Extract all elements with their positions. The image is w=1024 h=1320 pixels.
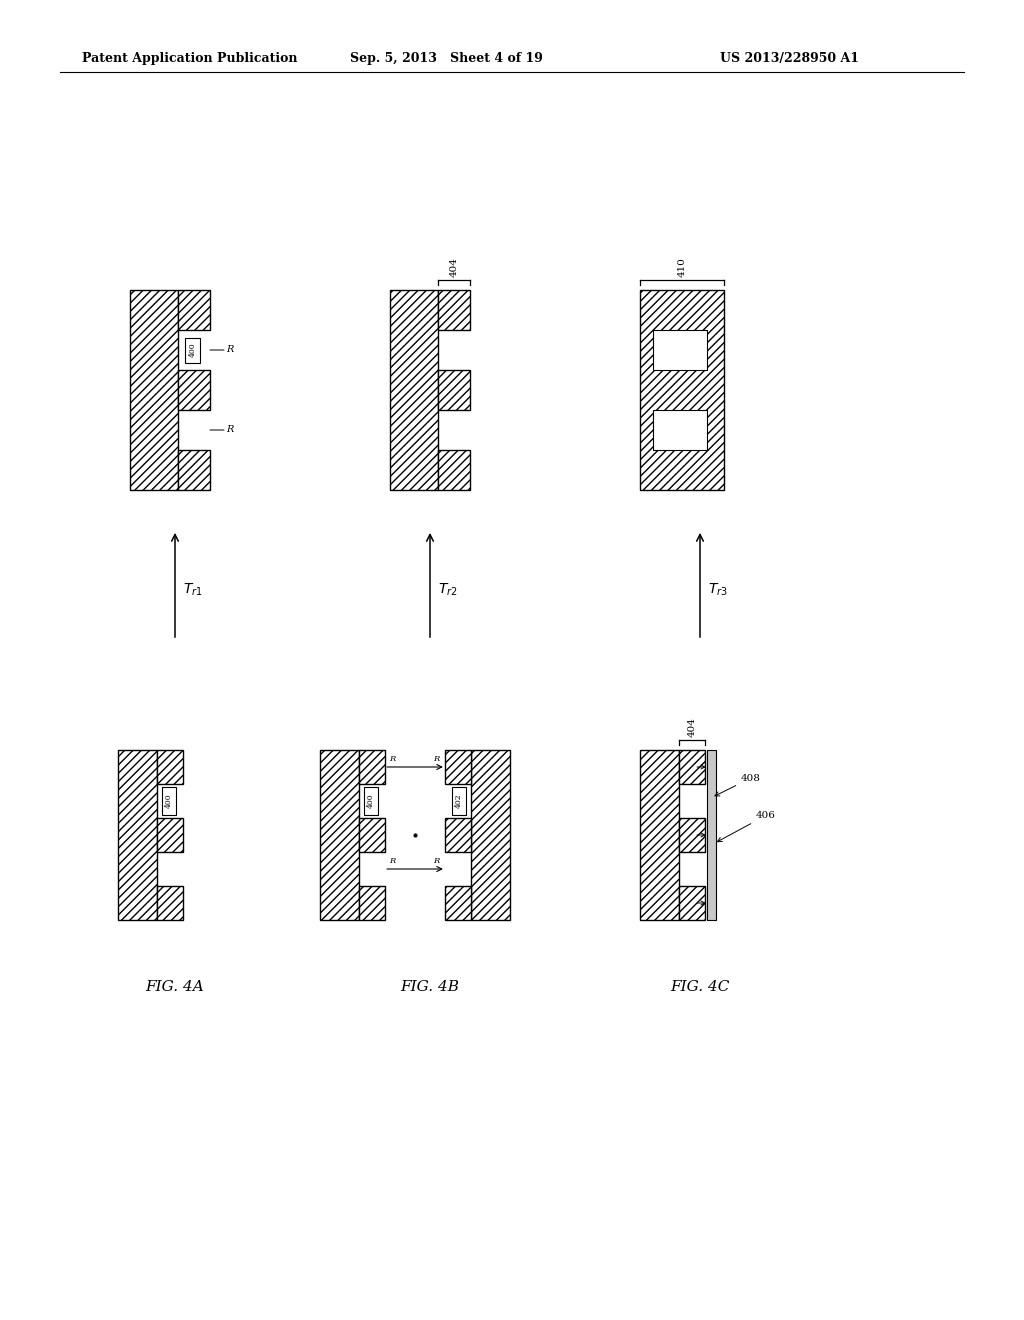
Bar — [453, 787, 466, 814]
Text: R: R — [226, 425, 233, 434]
Text: US 2013/228950 A1: US 2013/228950 A1 — [720, 51, 859, 65]
Text: 402: 402 — [456, 793, 463, 808]
Bar — [679, 750, 705, 784]
Text: FIG. 4A: FIG. 4A — [145, 979, 205, 994]
Bar — [157, 886, 183, 920]
Text: 404: 404 — [450, 257, 459, 277]
Bar — [359, 750, 385, 784]
Bar — [640, 750, 679, 920]
Bar — [652, 330, 708, 370]
Bar — [185, 338, 200, 363]
Text: 400: 400 — [188, 343, 197, 358]
Text: FIG. 4B: FIG. 4B — [400, 979, 460, 994]
Text: R: R — [389, 857, 395, 865]
Bar — [359, 818, 385, 851]
Bar — [178, 370, 210, 411]
Text: 406: 406 — [718, 810, 776, 842]
Text: $T_{r2}$: $T_{r2}$ — [438, 582, 458, 598]
Bar — [157, 750, 183, 784]
Text: FIG. 4C: FIG. 4C — [671, 979, 730, 994]
Text: 404: 404 — [687, 717, 696, 737]
Bar — [390, 290, 438, 490]
Bar — [364, 787, 378, 814]
Bar — [118, 750, 157, 920]
Text: 400: 400 — [165, 793, 173, 808]
Text: 410: 410 — [678, 257, 686, 277]
Text: $T_{r3}$: $T_{r3}$ — [708, 582, 728, 598]
Bar — [445, 818, 471, 851]
Bar — [130, 290, 178, 490]
Bar — [319, 750, 359, 920]
Text: R: R — [433, 755, 439, 763]
Text: R: R — [389, 755, 395, 763]
Bar — [679, 886, 705, 920]
Bar — [438, 370, 470, 411]
Bar — [471, 750, 510, 920]
Text: 400: 400 — [367, 793, 375, 808]
Text: Sep. 5, 2013   Sheet 4 of 19: Sep. 5, 2013 Sheet 4 of 19 — [350, 51, 543, 65]
Text: 408: 408 — [715, 774, 761, 796]
Text: $T_{r1}$: $T_{r1}$ — [183, 582, 203, 598]
Bar — [652, 411, 708, 450]
Text: R: R — [226, 346, 233, 355]
Bar — [679, 818, 705, 851]
Bar — [640, 290, 724, 490]
Text: Patent Application Publication: Patent Application Publication — [82, 51, 298, 65]
Bar — [438, 450, 470, 490]
Bar — [162, 787, 176, 814]
Text: R: R — [433, 857, 439, 865]
Bar — [438, 290, 470, 330]
Bar — [178, 450, 210, 490]
Bar — [707, 750, 716, 920]
Bar — [445, 750, 471, 784]
Bar — [359, 886, 385, 920]
Bar — [445, 886, 471, 920]
Bar — [157, 818, 183, 851]
Bar — [178, 290, 210, 330]
